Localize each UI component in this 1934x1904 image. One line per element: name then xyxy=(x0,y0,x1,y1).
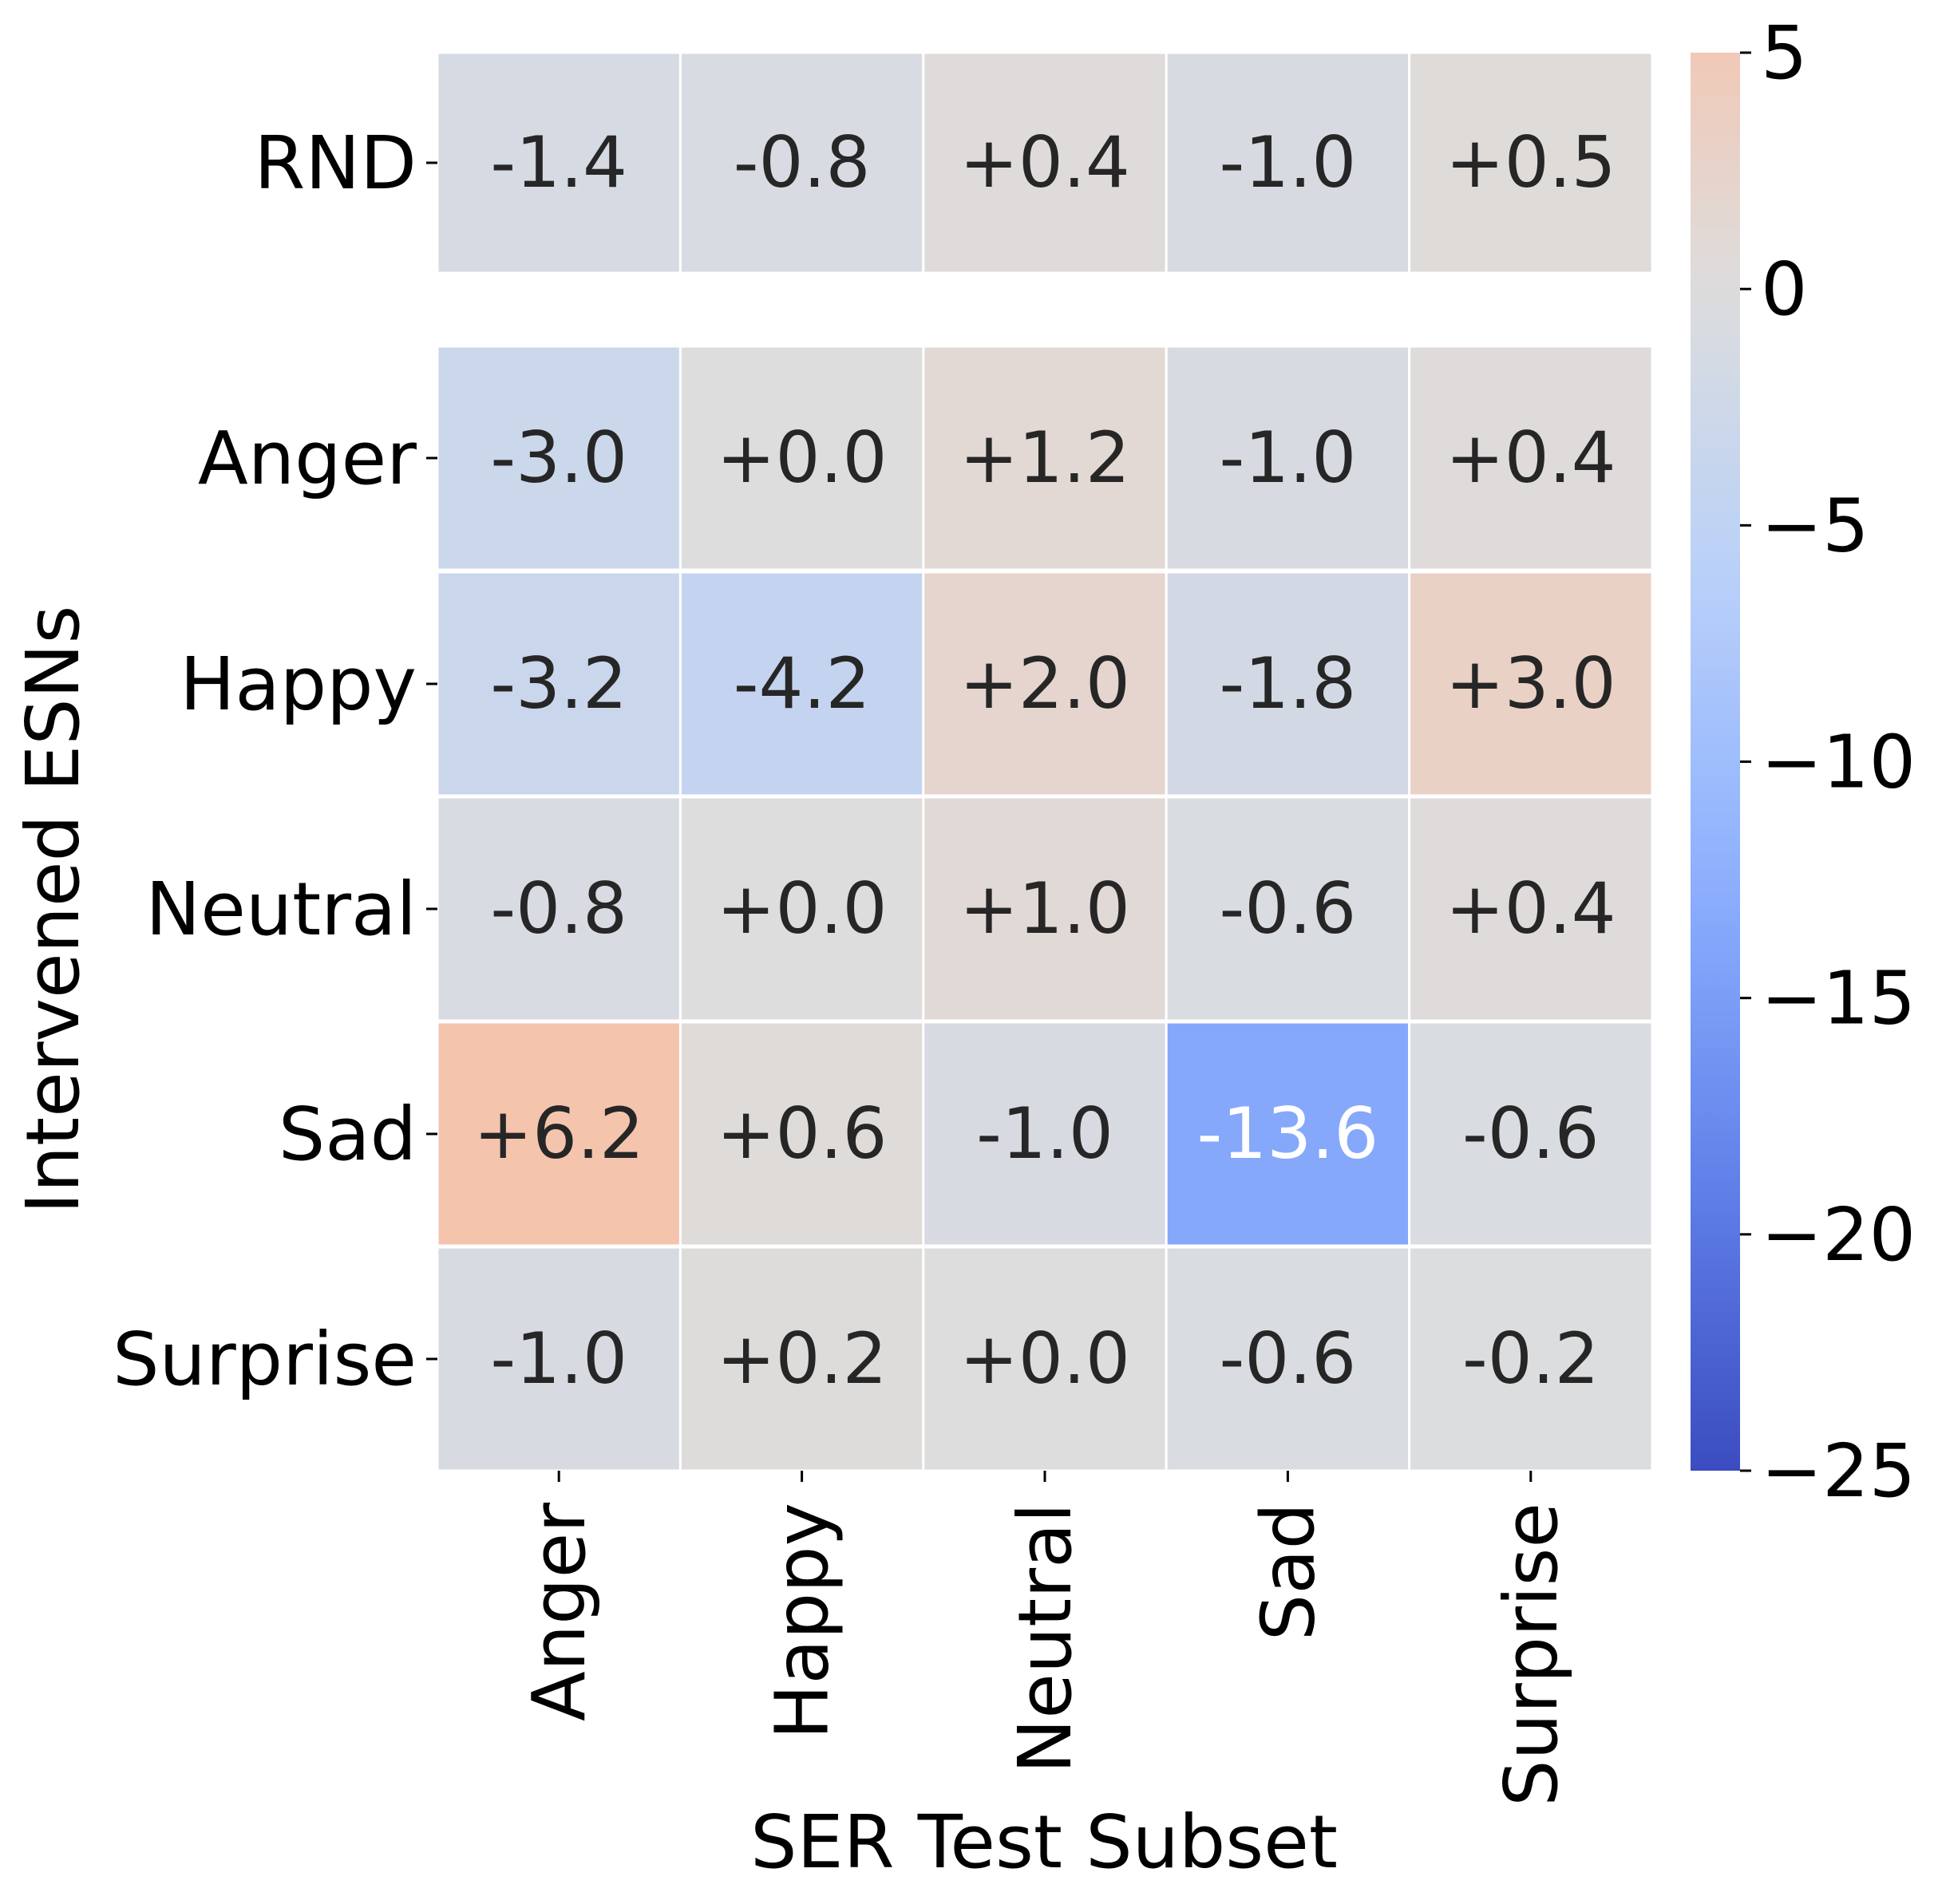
heatmap-cell-surprise-happy xyxy=(678,1246,925,1472)
x-tick-label-neutral: Neutral xyxy=(1003,1503,1088,1774)
heatmap-value-neutral-anger: -0.8 xyxy=(490,867,627,950)
heatmap-value-happy-anger: -3.2 xyxy=(490,642,627,725)
y-tick-label-neutral: Neutral xyxy=(145,867,417,952)
x-tick-label-surprise: Surprise xyxy=(1489,1503,1574,1807)
heatmap-value-neutral-neutral: +1.0 xyxy=(959,867,1130,950)
heatmap-cell-sad-anger xyxy=(436,1021,682,1247)
heatmap-value-happy-happy: -4.2 xyxy=(734,642,871,725)
heatmap-value-sad-sad: -13.6 xyxy=(1197,1092,1379,1175)
heatmap-value-happy-neutral: +2.0 xyxy=(959,642,1130,725)
x-axis-title: SER Test Subset xyxy=(750,1799,1338,1885)
heatmap-cell-neutral-neutral xyxy=(922,796,1168,1022)
heatmap-value-sad-anger: +6.2 xyxy=(473,1092,644,1175)
heatmap-cell-rnd-happy xyxy=(678,51,925,275)
y-axis-title: Intervened ESNs xyxy=(10,606,96,1215)
heatmap-cell-happy-happy xyxy=(678,571,925,797)
y-tick-label-rnd: RND xyxy=(254,120,417,206)
heatmap-value-sad-happy: +0.6 xyxy=(717,1092,888,1175)
heatmap-cell-happy-surprise xyxy=(1408,571,1654,797)
heatmap-cells xyxy=(436,51,1654,1472)
y-tick-label-anger: Anger xyxy=(198,416,417,501)
heatmap-cell-sad-surprise xyxy=(1408,1021,1654,1247)
y-tick-label-sad: Sad xyxy=(279,1092,417,1177)
heatmap-value-anger-sad: -1.0 xyxy=(1220,417,1357,499)
colorbar-tick-label-3: −10 xyxy=(1761,720,1916,805)
heatmap-value-sad-neutral: -1.0 xyxy=(976,1092,1113,1175)
colorbar-tick-label-0: 5 xyxy=(1761,10,1808,96)
heatmap-cell-neutral-surprise xyxy=(1408,796,1654,1022)
colorbar-tick-label-2: −5 xyxy=(1761,483,1869,568)
x-tick-label-happy: Happy xyxy=(760,1503,845,1740)
heatmap-value-surprise-neutral: +0.0 xyxy=(959,1317,1130,1400)
colorbar-gradient xyxy=(1691,53,1740,1471)
colorbar-ticks: 5 0 −5 −10 −15 −20 −25 xyxy=(1740,10,1916,1514)
heatmap-value-anger-anger: -3.0 xyxy=(490,417,627,499)
heatmap-value-surprise-happy: +0.2 xyxy=(717,1317,888,1400)
heatmap-cell-sad-neutral xyxy=(922,1021,1168,1247)
heatmap-cell-anger-surprise xyxy=(1408,345,1654,571)
heatmap-value-surprise-sad: -0.6 xyxy=(1220,1317,1357,1400)
heatmap-value-anger-happy: +0.0 xyxy=(717,417,888,499)
heatmap-cell-rnd-surprise xyxy=(1408,51,1654,275)
heatmap-cell-rnd-sad xyxy=(1165,51,1411,275)
heatmap-value-anger-neutral: +1.2 xyxy=(959,417,1130,499)
colorbar-tick-label-1: 0 xyxy=(1761,247,1808,332)
colorbar-tick-label-6: −25 xyxy=(1761,1428,1916,1514)
heatmap-value-rnd-neutral: +0.4 xyxy=(959,121,1130,203)
heatmap-value-rnd-anger: -1.4 xyxy=(490,121,627,203)
y-axis: RND Anger Happy Neutral Sad Surprise xyxy=(113,120,437,1402)
heatmap-cell-rnd-neutral xyxy=(922,51,1168,275)
colorbar: 5 0 −5 −10 −15 −20 −25 xyxy=(1691,10,1916,1514)
heatmap-cell-happy-sad xyxy=(1165,571,1411,797)
heatmap-cell-happy-neutral xyxy=(922,571,1168,797)
heatmap-cell-anger-happy xyxy=(678,345,925,571)
heatmap-value-rnd-surprise: +0.5 xyxy=(1446,121,1616,203)
colorbar-tick-label-5: −20 xyxy=(1761,1192,1916,1278)
heatmap-cell-anger-anger xyxy=(436,345,682,571)
heatmap-cell-surprise-neutral xyxy=(922,1246,1168,1472)
heatmap-value-neutral-sad: -0.6 xyxy=(1220,867,1357,950)
heatmap-cell-neutral-sad xyxy=(1165,796,1411,1022)
heatmap-value-sad-surprise: -0.6 xyxy=(1462,1092,1600,1175)
heatmap-cell-surprise-sad xyxy=(1165,1246,1411,1472)
heatmap-cell-surprise-surprise xyxy=(1408,1246,1654,1472)
heatmap-value-happy-sad: -1.8 xyxy=(1220,642,1357,725)
heatmap-cell-anger-sad xyxy=(1165,345,1411,571)
colorbar-tick-label-4: −15 xyxy=(1761,956,1916,1041)
heatmap-value-anger-surprise: +0.4 xyxy=(1446,417,1616,499)
heatmap-value-surprise-surprise: -0.2 xyxy=(1462,1317,1600,1400)
heatmap-value-neutral-happy: +0.0 xyxy=(717,867,888,950)
heatmap-cell-labels: -1.4 -0.8 +0.4 -1.0 +0.5 -3.0 +0.0 +1.2 -1.0 +0.4… xyxy=(473,121,1616,1400)
heatmap-value-neutral-surprise: +0.4 xyxy=(1446,867,1616,950)
heatmap-value-rnd-happy: -0.8 xyxy=(734,121,871,203)
heatmap-cell-rnd-anger xyxy=(436,51,682,275)
y-tick-label-happy: Happy xyxy=(180,642,417,727)
heatmap-cell-anger-neutral xyxy=(922,345,1168,571)
heatmap-value-surprise-anger: -1.0 xyxy=(490,1317,627,1400)
y-tick-label-surprise: Surprise xyxy=(113,1317,417,1402)
heatmap-value-happy-surprise: +3.0 xyxy=(1446,642,1616,725)
heatmap-value-rnd-sad: -1.0 xyxy=(1220,121,1357,203)
x-axis: Anger Happy Neutral Sad Surprise xyxy=(516,1471,1574,1807)
heatmap-cell-neutral-happy xyxy=(678,796,925,1022)
x-tick-label-sad: Sad xyxy=(1245,1503,1331,1641)
x-tick-label-anger: Anger xyxy=(516,1503,602,1721)
heatmap-cell-sad-happy xyxy=(678,1021,925,1247)
